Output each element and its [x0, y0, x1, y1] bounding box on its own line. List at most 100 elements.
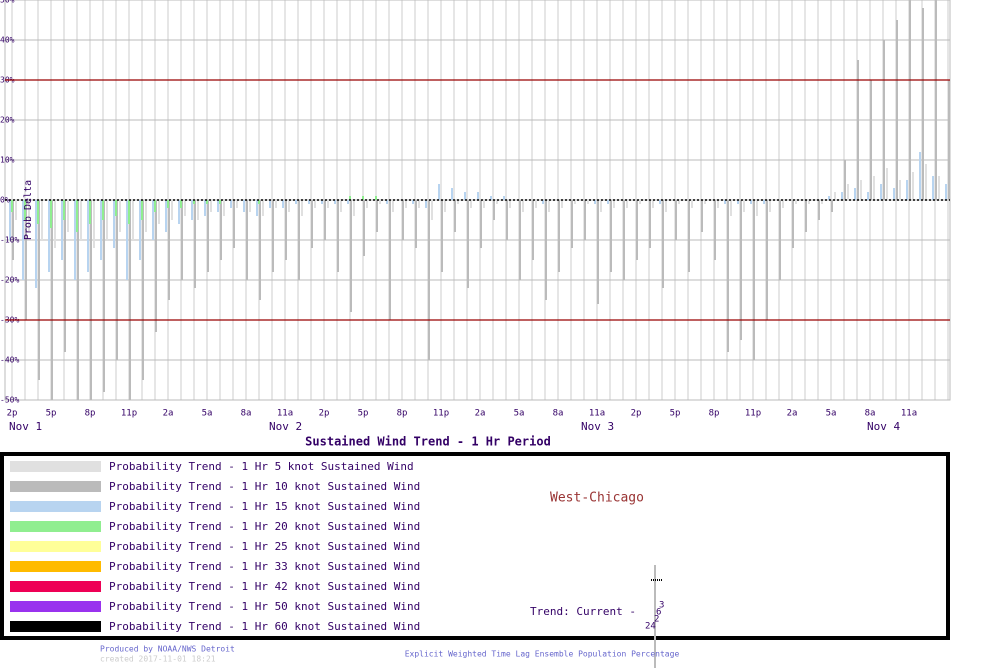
bar: [795, 200, 797, 204]
bar: [272, 200, 274, 272]
bar: [106, 200, 108, 240]
bar: [717, 200, 719, 208]
bar: [415, 200, 417, 248]
bar: [285, 200, 287, 260]
y-tick-label: -20%: [0, 276, 19, 285]
bar: [64, 200, 66, 352]
x-tick-label: 11p: [121, 409, 137, 419]
x-tick-label: 8p: [85, 409, 96, 419]
bar: [282, 200, 284, 208]
legend-label: Probability Trend - 1 Hr 25 knot Sustain…: [109, 540, 420, 553]
bar: [818, 200, 820, 220]
bar: [402, 200, 404, 240]
bar: [314, 200, 316, 208]
bar: [782, 200, 784, 208]
bar: [457, 200, 459, 204]
footer-description: Explicit Weighted Time Lag Ensemble Popu…: [405, 650, 680, 659]
x-tick-label: 8a: [865, 409, 876, 419]
bar: [311, 200, 313, 248]
x-tick-label: 11a: [589, 409, 605, 419]
bar: [636, 200, 638, 260]
bar: [158, 200, 160, 224]
bar: [847, 184, 849, 200]
bar: [350, 200, 352, 312]
x-tick-label: 11a: [277, 409, 293, 419]
bar: [233, 200, 235, 248]
chart-title: Sustained Wind Trend - 1 Hr Period: [305, 435, 551, 449]
bar: [506, 200, 508, 240]
bar: [327, 200, 329, 208]
y-tick-label: -50%: [0, 396, 19, 405]
bar: [870, 80, 872, 200]
bar: [542, 200, 544, 204]
bar: [769, 200, 771, 212]
bar: [766, 200, 768, 320]
bar: [145, 200, 147, 232]
legend-swatch: [10, 541, 101, 552]
bar: [207, 200, 209, 272]
bar: [535, 200, 537, 208]
bar: [451, 188, 453, 200]
bar: [178, 200, 180, 224]
bar: [77, 200, 79, 400]
y-tick-label: 0%: [0, 196, 10, 205]
bar: [74, 200, 76, 280]
day-label: Nov 4: [867, 420, 900, 433]
bar: [425, 200, 427, 208]
bar: [880, 184, 882, 200]
bar: [139, 200, 141, 260]
bar: [431, 200, 433, 220]
bar: [167, 200, 169, 208]
legend-swatch: [10, 561, 101, 572]
bar: [691, 200, 693, 208]
bar: [610, 200, 612, 272]
bar: [223, 200, 225, 216]
bar: [841, 192, 843, 200]
bar: [519, 200, 521, 280]
bar: [649, 200, 651, 248]
bar: [180, 200, 182, 208]
bar: [347, 200, 349, 204]
bar: [834, 192, 836, 200]
bar: [412, 200, 414, 204]
bar: [756, 200, 758, 216]
bar: [652, 200, 654, 208]
bar: [662, 200, 664, 288]
bar: [467, 200, 469, 288]
station-name: West-Chicago: [550, 491, 644, 506]
bar: [821, 200, 823, 204]
current-label: 6: [656, 608, 661, 618]
overlay: 50%40%30%20%10%0%-10%-20%-30%-40%-50%2p 5…: [0, 0, 950, 433]
y-tick-label: -10%: [0, 236, 19, 245]
bar: [168, 200, 170, 300]
bar: [54, 200, 56, 248]
bar: [154, 200, 156, 212]
bar: [750, 200, 752, 204]
legend-swatch: [10, 521, 101, 532]
bar: [477, 192, 479, 200]
bar: [899, 180, 901, 200]
bar: [236, 200, 238, 208]
x-tick-label: 2p: [631, 409, 642, 419]
bar: [37, 200, 39, 224]
x-tick-label: 5p: [46, 409, 57, 419]
bar: [919, 152, 921, 200]
bar: [545, 200, 547, 300]
bar: [129, 200, 131, 400]
legend-swatch: [10, 501, 101, 512]
bar: [597, 200, 599, 304]
bar: [89, 200, 91, 224]
bar: [141, 200, 143, 220]
bar: [883, 40, 885, 200]
bar: [219, 200, 221, 204]
bar: [714, 200, 716, 260]
x-tick-label: 2p: [319, 409, 330, 419]
bar: [375, 196, 377, 200]
bar: [197, 200, 199, 220]
bar: [587, 200, 589, 204]
bar: [740, 200, 742, 340]
bar: [115, 200, 117, 216]
bar: [217, 200, 219, 212]
bar: [418, 200, 420, 208]
